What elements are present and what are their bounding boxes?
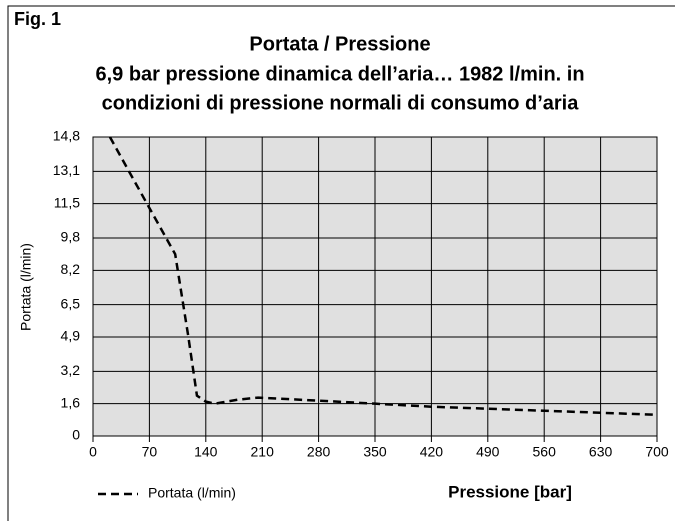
x-tick-label: 140 (194, 444, 218, 460)
figure-label: Fig. 1 (14, 9, 61, 29)
x-tick-label: 0 (89, 444, 97, 460)
y-tick-label: 0 (72, 427, 80, 443)
x-tick-label: 280 (307, 444, 331, 460)
y-tick-label: 9,8 (61, 229, 81, 245)
x-tick-label: 210 (251, 444, 275, 460)
y-tick-label: 6,5 (61, 295, 81, 311)
x-tick-label: 70 (142, 444, 158, 460)
chart-title: Portata / Pressione (249, 33, 430, 55)
x-tick-label: 560 (533, 444, 557, 460)
x-axis-label: Pressione [bar] (448, 482, 572, 501)
x-tick-label: 350 (363, 444, 387, 460)
x-tick-label: 700 (645, 444, 669, 460)
y-tick-label: 1,6 (61, 394, 81, 410)
y-axis-label: Portata (l/min) (18, 243, 34, 331)
x-tick-label: 420 (420, 444, 444, 460)
y-tick-label: 4,9 (61, 328, 81, 344)
frame (7, 5, 675, 521)
y-tick-label: 3,2 (61, 362, 81, 378)
legend-label: Portata (l/min) (148, 485, 236, 501)
x-tick-label: 630 (589, 444, 613, 460)
x-tick-label: 490 (476, 444, 500, 460)
chart-subtitle: 6,9 bar pressione dinamica dell’aria… 19… (95, 63, 584, 85)
chart-subtitle: condizioni di pressione normali di consu… (102, 92, 580, 114)
y-tick-label: 11,5 (54, 194, 80, 210)
data-line (108, 136, 658, 417)
y-tick-label: 14,8 (53, 128, 80, 144)
y-tick-label: 8,2 (61, 261, 81, 277)
y-tick-label: 13,1 (53, 162, 80, 178)
